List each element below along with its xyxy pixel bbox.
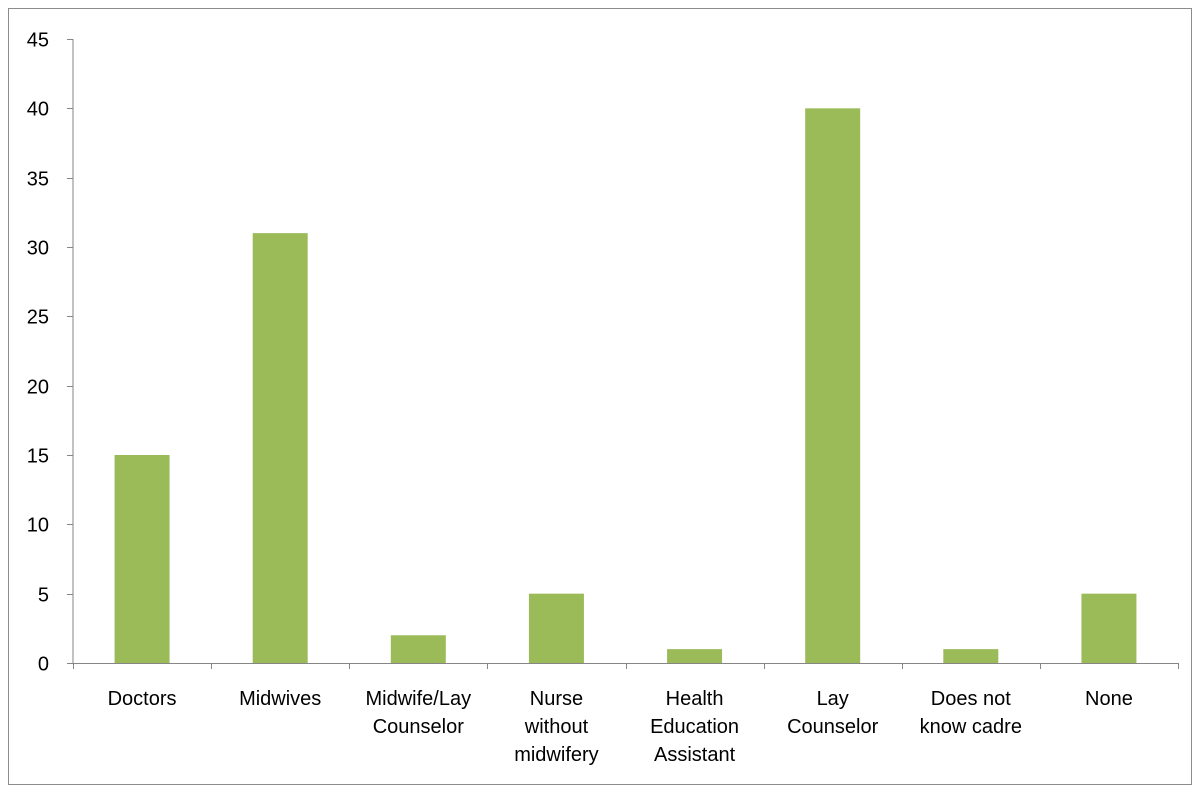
bar [667, 649, 723, 663]
y-tick-label: 0 [38, 654, 49, 676]
y-tick-label: 25 [27, 307, 49, 329]
bar [390, 635, 446, 663]
x-category-label-line: None [1085, 688, 1133, 710]
bars [114, 108, 1137, 664]
bar [805, 108, 861, 664]
x-category-label: Does not know cadre [920, 688, 1022, 738]
x-category-label: Midwife/Lay Counselor [366, 688, 472, 738]
y-tick-label: 15 [27, 446, 49, 468]
y-tick-label: 45 [27, 30, 49, 52]
x-category-label-line: Midwives [239, 688, 321, 710]
x-category-label-line: Does not [931, 688, 1011, 710]
x-category-label-line: Assistant [654, 744, 736, 766]
y-tick-label: 10 [27, 515, 49, 537]
x-category-label-line: without [524, 716, 589, 738]
x-category-label: Lay Counselor [787, 688, 879, 738]
y-axis-ticks: 0 5 10 15 20 25 30 35 40 45 [27, 30, 73, 676]
axes [72, 39, 1179, 669]
x-category-label-line: midwifery [514, 744, 598, 766]
bar [252, 233, 308, 663]
y-tick-label: 30 [27, 238, 49, 260]
x-category-label-line: Nurse [530, 688, 583, 710]
x-category-label-line: Midwife/Lay [366, 688, 472, 710]
x-category-label: Health Education Assistant [650, 688, 739, 766]
bar [943, 649, 999, 663]
x-category-label-line: Doctors [108, 688, 177, 710]
x-category-label-line: know cadre [920, 716, 1022, 738]
bar [114, 455, 170, 663]
x-category-label-line: Lay [817, 688, 849, 710]
bar [1081, 593, 1137, 663]
x-category-label: Doctors [108, 688, 177, 710]
bar [528, 593, 584, 663]
x-axis-labels: Doctors Midwives Midwife/Lay Counselor Nurse… [108, 688, 1133, 766]
x-category-label: None [1085, 688, 1133, 710]
x-category-label-line: Counselor [373, 716, 465, 738]
y-tick-label: 35 [27, 169, 49, 191]
x-category-label: Midwives [239, 688, 321, 710]
y-tick-label: 40 [27, 99, 49, 121]
x-category-label-line: Health [666, 688, 724, 710]
x-category-label: Nurse without midwifery [514, 688, 598, 766]
x-category-label-line: Education [650, 716, 739, 738]
x-category-label-line: Counselor [787, 716, 879, 738]
y-tick-label: 5 [38, 585, 49, 607]
y-tick-label: 20 [27, 377, 49, 399]
